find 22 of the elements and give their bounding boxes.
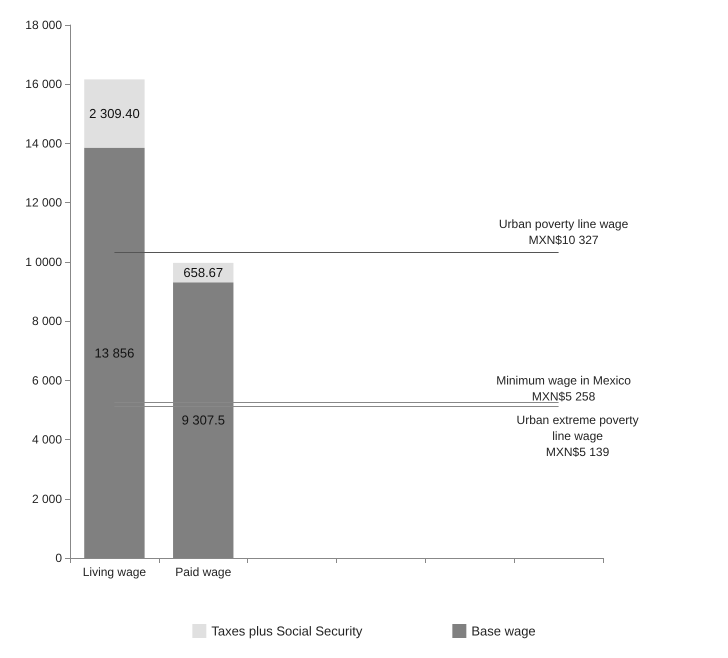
data-label: 13 856 bbox=[94, 345, 134, 360]
y-tick-label: 12 000 bbox=[25, 196, 62, 210]
y-tick-label: 2 000 bbox=[32, 492, 62, 506]
legend-label: Taxes plus Social Security bbox=[211, 624, 363, 638]
y-tick-label: 18 000 bbox=[25, 18, 62, 32]
y-tick-label: 0 bbox=[55, 551, 62, 565]
ref-line-label: Urban poverty line wage MXN$10 327 bbox=[498, 217, 629, 248]
ref-line-label: Urban extreme poverty line wage MXN$5 139 bbox=[516, 412, 639, 459]
ref-line-label: Minimum wage in Mexico MXN$5 258 bbox=[496, 373, 632, 404]
x-tick-label: Living wage bbox=[82, 565, 146, 579]
data-label: 2 309.40 bbox=[89, 106, 140, 122]
y-tick-label: 6 000 bbox=[32, 373, 62, 388]
legend-label: Base wage bbox=[471, 624, 536, 638]
data-label: 9 307.5 bbox=[182, 412, 225, 428]
y-tick-label: 16 000 bbox=[25, 77, 62, 92]
bar bbox=[84, 79, 145, 148]
y-tick-label: 4 000 bbox=[32, 432, 62, 447]
y-tick-label: 1 0000 bbox=[25, 254, 62, 269]
y-tick-label: 14 000 bbox=[25, 136, 62, 150]
x-tick-label: Paid wage bbox=[175, 565, 232, 579]
data-label: 658.67 bbox=[183, 265, 224, 280]
y-tick-label: 8 000 bbox=[32, 314, 62, 328]
